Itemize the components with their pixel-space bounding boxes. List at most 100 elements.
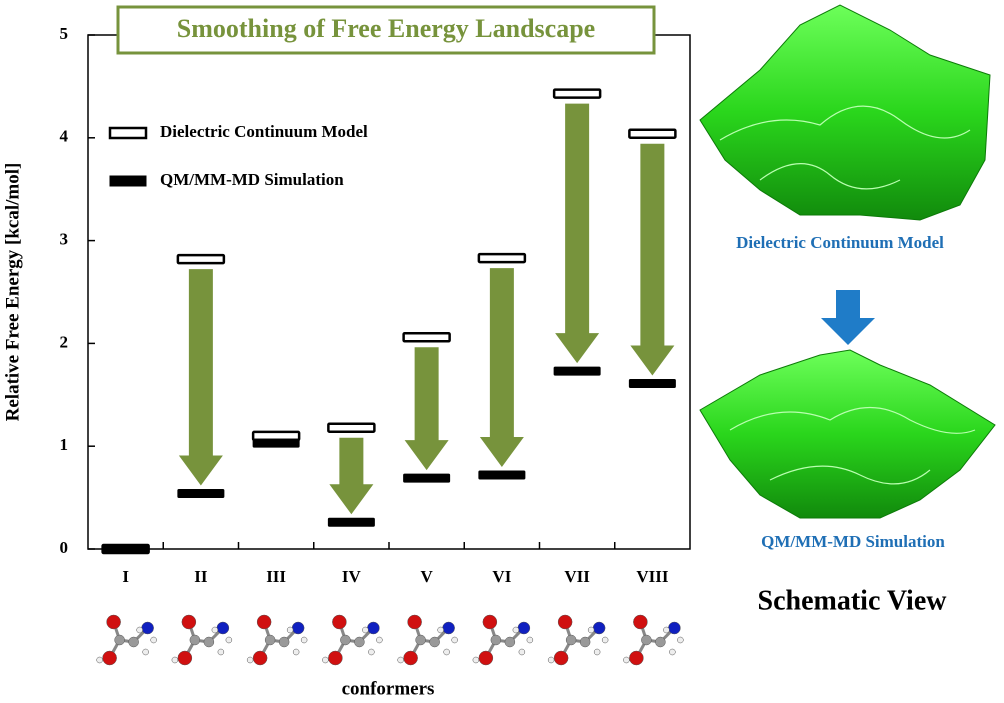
atom [171, 656, 179, 664]
atom [181, 614, 197, 630]
atom [518, 648, 526, 656]
atom [557, 614, 573, 630]
shift-arrow [404, 347, 449, 471]
atom [216, 621, 230, 635]
level-filled [177, 488, 225, 498]
level-filled [403, 473, 451, 483]
atom [553, 650, 569, 666]
schematic-title: Schematic View [758, 585, 948, 616]
atom [633, 614, 648, 630]
transition-arrow [821, 290, 875, 345]
atom [114, 634, 125, 646]
atom [677, 636, 684, 644]
atom [340, 634, 351, 646]
atom [579, 636, 591, 648]
atom [264, 634, 276, 646]
level-open [327, 422, 376, 433]
atom [601, 636, 609, 644]
y-tick-label: 1 [60, 435, 69, 454]
atom [565, 634, 577, 646]
atom [669, 648, 676, 656]
atom [415, 634, 426, 646]
atom [256, 614, 272, 630]
atom [472, 656, 480, 664]
atom [368, 648, 375, 656]
level-filled [327, 517, 375, 527]
atom [203, 636, 215, 648]
atom [490, 634, 502, 646]
atom [300, 636, 308, 644]
bottom-surface-label: QM/MM-MD Simulation [761, 532, 945, 551]
x-tick-label: VI [492, 567, 511, 586]
shift-arrow [555, 103, 600, 364]
atom [547, 656, 555, 664]
atom [291, 621, 305, 635]
y-axis-label: Relative Free Energy [kcal/mol] [2, 163, 23, 422]
atom [278, 636, 290, 648]
atom [478, 650, 494, 666]
legend-label: QM/MM-MD Simulation [160, 170, 344, 189]
chart-title: Smoothing of Free Energy Landscape [177, 14, 595, 43]
x-tick-label: IV [342, 567, 362, 586]
atom [217, 648, 225, 656]
title-box [116, 5, 656, 55]
atom [482, 614, 498, 630]
atom [403, 650, 418, 666]
shift-arrow [630, 143, 675, 376]
atom [225, 636, 233, 644]
atom [177, 650, 193, 666]
atom [526, 636, 534, 644]
atom [512, 626, 520, 634]
x-tick-label: II [194, 567, 208, 586]
x-tick-label: VIII [636, 567, 669, 586]
atom [442, 621, 455, 635]
atom [286, 626, 294, 634]
x-tick-label: I [122, 567, 129, 586]
x-tick-label: V [420, 567, 433, 586]
atom [443, 648, 450, 656]
atom [211, 626, 219, 634]
level-filled [102, 544, 150, 554]
atom [517, 621, 531, 635]
atom [407, 614, 422, 630]
x-tick-label: VII [564, 567, 590, 586]
atom [246, 656, 254, 664]
level-filled [628, 378, 676, 388]
atom [106, 614, 121, 630]
shift-arrow [178, 269, 223, 486]
atom [128, 636, 139, 648]
level-open [402, 331, 451, 343]
y-tick-label: 5 [60, 24, 69, 43]
atom [136, 626, 143, 634]
atom [429, 636, 440, 648]
atom [332, 614, 347, 630]
atom [587, 626, 595, 634]
atom [504, 636, 516, 648]
level-filled [478, 470, 526, 480]
surface-top [699, 4, 991, 221]
atom [629, 650, 644, 666]
legend-label: Dielectric Continuum Model [160, 122, 368, 141]
atom [641, 634, 652, 646]
atom [367, 621, 380, 635]
atom [376, 636, 383, 644]
y-tick-label: 2 [60, 332, 69, 351]
atom [150, 636, 157, 644]
atom [142, 648, 149, 656]
y-tick-label: 4 [60, 127, 69, 146]
surface-bottom [699, 349, 996, 519]
legend-swatch [109, 175, 147, 187]
atom [397, 656, 404, 664]
atom [663, 626, 670, 634]
x-tick-label: III [266, 567, 286, 586]
plot-frame [87, 34, 691, 550]
level-open [628, 128, 677, 139]
atom [292, 648, 300, 656]
level-filled [252, 438, 300, 448]
level-open [176, 253, 226, 265]
atom [655, 636, 666, 648]
y-tick-label: 0 [60, 538, 69, 557]
atom [623, 656, 630, 664]
atom [593, 648, 601, 656]
